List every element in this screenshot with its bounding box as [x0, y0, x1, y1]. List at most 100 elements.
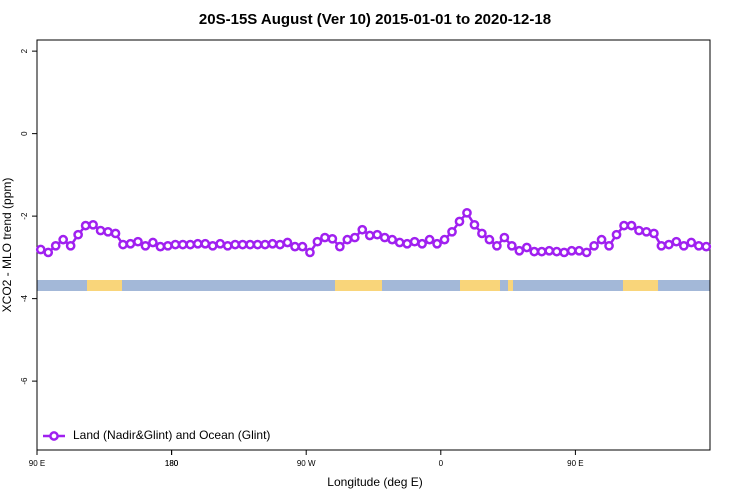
y-axis-label: XCO2 - MLO trend (ppm)	[0, 178, 14, 313]
data-point	[140, 240, 151, 251]
data-point	[506, 240, 517, 251]
data-point	[611, 229, 622, 240]
data-point	[589, 240, 599, 251]
data-point	[424, 234, 435, 245]
data-point	[693, 240, 704, 251]
data-point	[80, 220, 91, 231]
data-point	[290, 241, 300, 252]
data-point	[177, 239, 188, 250]
data-point	[432, 238, 442, 249]
data-point	[192, 238, 203, 249]
data-point	[73, 229, 83, 240]
data-point	[320, 232, 330, 243]
x-tick-label: 90 E	[567, 459, 583, 468]
data-point	[364, 230, 375, 241]
data-point	[529, 246, 540, 257]
data-point	[88, 219, 98, 230]
data-point	[686, 237, 697, 248]
x-tick-label: 90 E	[29, 459, 45, 468]
data-point	[335, 241, 345, 252]
data-point	[260, 239, 270, 250]
data-point	[170, 239, 181, 250]
data-point	[394, 237, 405, 248]
legend-label: Land (Nadir&Glint) and Ocean (Glint)	[73, 428, 270, 442]
data-point	[462, 207, 472, 218]
data-point	[305, 247, 315, 258]
surface-strip	[37, 280, 710, 291]
data-point	[297, 241, 308, 252]
data-point	[634, 225, 644, 236]
data-point	[35, 244, 46, 255]
data-point	[43, 247, 54, 258]
y-tick-label: -2	[20, 212, 29, 220]
data-point	[163, 240, 173, 251]
data-point	[402, 238, 412, 249]
data-point	[439, 234, 450, 245]
data-point	[200, 238, 211, 249]
data-point	[671, 236, 682, 247]
data-point	[125, 238, 136, 249]
data-point	[118, 239, 128, 250]
x-tick-label: 180	[165, 459, 179, 468]
data-point	[185, 239, 196, 250]
x-tick-label: 90 W	[297, 459, 316, 468]
data-point	[574, 245, 584, 256]
data-point	[409, 236, 420, 247]
data-point	[252, 239, 263, 250]
data-point	[626, 220, 637, 231]
data-point	[372, 229, 383, 240]
data-point	[678, 240, 689, 251]
data-point	[133, 236, 143, 247]
x-axis-label: Longitude (deg E)	[327, 475, 422, 489]
data-point	[536, 246, 547, 257]
data-point	[155, 241, 166, 252]
data-point	[454, 216, 465, 227]
data-point	[230, 239, 241, 250]
data-point	[282, 237, 293, 248]
data-point	[207, 240, 218, 251]
data-point	[469, 219, 480, 230]
data-point	[641, 226, 652, 237]
x-tick-label: 0	[439, 459, 444, 468]
data-point	[379, 232, 390, 243]
data-point	[245, 239, 255, 250]
data-point	[342, 234, 353, 245]
data-point	[95, 225, 106, 236]
data-point	[417, 238, 427, 249]
data-point	[581, 247, 592, 258]
data-point	[649, 228, 659, 239]
data-point	[222, 240, 233, 251]
legend-marker	[49, 431, 59, 441]
data-point	[619, 220, 629, 231]
data-point	[215, 238, 226, 249]
data-point	[58, 234, 69, 245]
data-point	[312, 236, 323, 247]
data-point	[551, 246, 562, 257]
data-point	[701, 241, 712, 252]
data-point	[387, 234, 398, 245]
data-point	[484, 234, 495, 245]
x-tick-label: 180	[165, 459, 179, 468]
data-point	[50, 240, 61, 251]
data-point	[103, 226, 113, 237]
data-point	[349, 232, 360, 243]
data-point	[492, 240, 502, 251]
data-point	[327, 233, 338, 244]
y-tick-label: 0	[20, 131, 29, 136]
data-point	[447, 226, 457, 237]
data-point	[237, 239, 248, 250]
data-point	[148, 237, 158, 248]
data-point	[656, 240, 667, 251]
data-point	[604, 240, 614, 251]
data-point	[596, 234, 607, 245]
data-point	[499, 232, 510, 243]
chart-title: 20S-15S August (Ver 10) 2015-01-01 to 20…	[199, 11, 551, 28]
data-point	[514, 245, 525, 256]
data-point	[559, 247, 570, 258]
y-tick-label: 2	[20, 48, 29, 53]
data-point	[664, 239, 674, 250]
data-point	[110, 228, 121, 239]
data-point	[477, 228, 487, 239]
data-point	[521, 242, 532, 253]
